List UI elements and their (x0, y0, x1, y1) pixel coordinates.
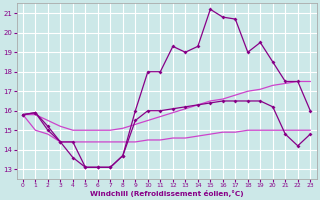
X-axis label: Windchill (Refroidissement éolien,°C): Windchill (Refroidissement éolien,°C) (90, 190, 244, 197)
